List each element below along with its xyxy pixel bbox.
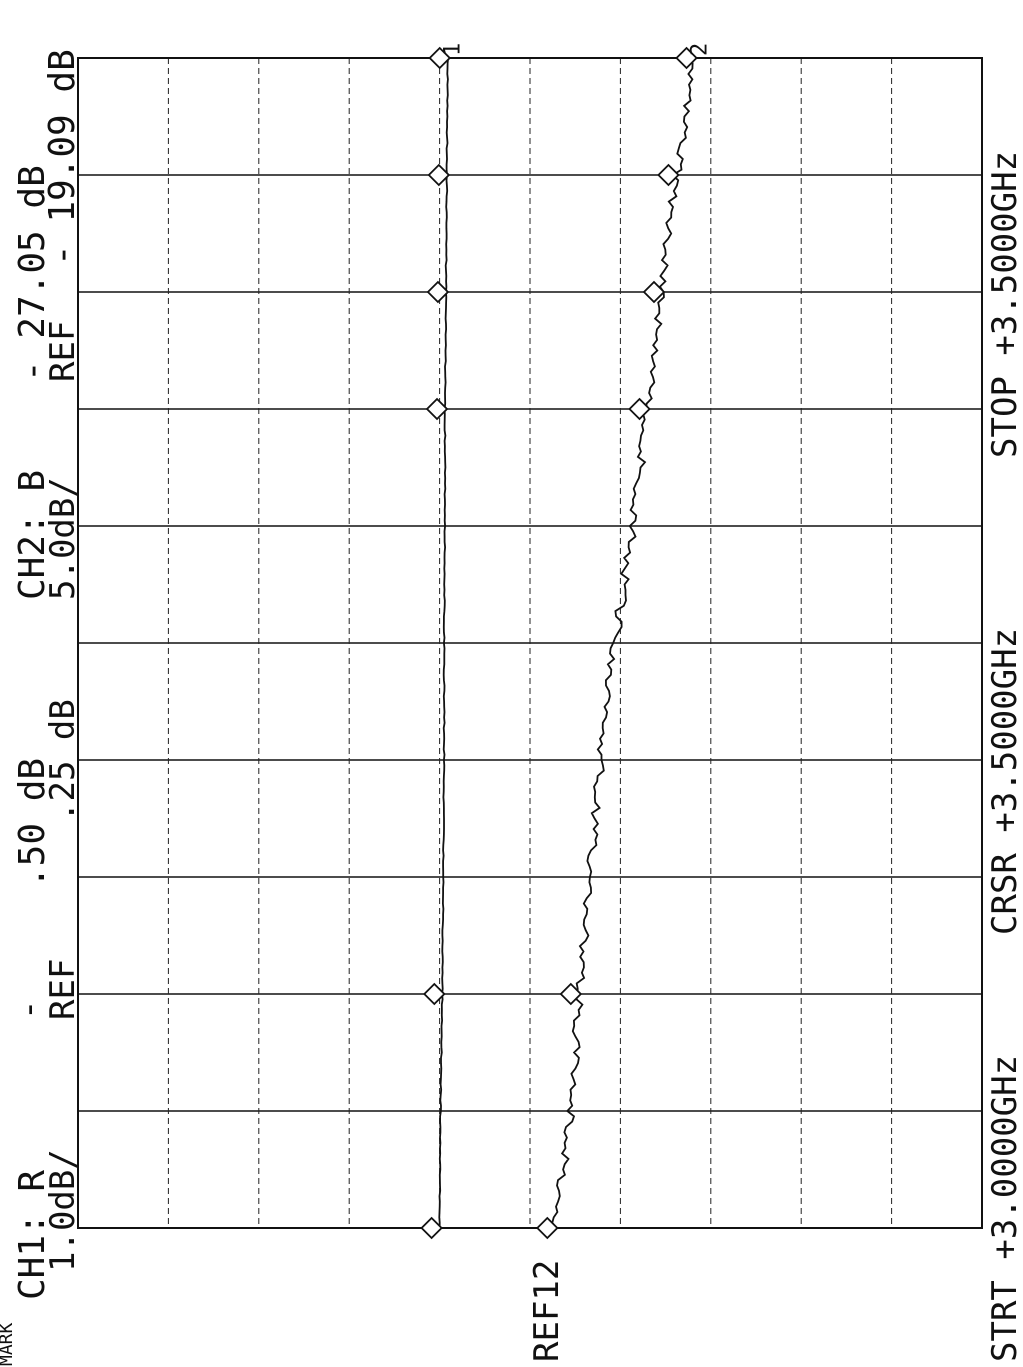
- stop-frequency: STOP +3.5000GHz: [985, 151, 1023, 458]
- marker-ch1: [428, 46, 452, 70]
- marker-ch2: [559, 982, 583, 1006]
- trace-ch1: [438, 57, 449, 1229]
- ch1-scale: 1.0dB/: [43, 1149, 83, 1272]
- plot-grid: [78, 58, 982, 1228]
- ch1-ref-value: .50 dB: [12, 758, 53, 888]
- ch2-label: CH2: B: [12, 470, 53, 600]
- marker-ch2: [675, 46, 698, 70]
- trace-layer: [438, 57, 694, 1229]
- trace-ch2: [551, 57, 694, 1229]
- ch2-ref-value: - 27.05 dB: [12, 165, 53, 382]
- cursor-frequency: CRSR +3.5000GHz: [985, 628, 1023, 935]
- ch1-label: CH1: R: [12, 1170, 53, 1300]
- trace-label-ch2: 2: [688, 43, 713, 56]
- ch2-scale: 5.0dB/: [43, 477, 83, 600]
- corner-mark: MARK: [0, 1322, 17, 1366]
- ch1-ref-label: REF: [43, 959, 83, 1020]
- marker-ch1: [425, 397, 449, 421]
- marker-ch2: [536, 1216, 559, 1240]
- ch1-marker-value: .25 dB: [43, 699, 83, 822]
- start-frequency: STRT +3.0000GHz: [985, 1055, 1023, 1362]
- marker-ch2: [628, 397, 651, 421]
- ch2-ref-label: REF: [43, 321, 83, 382]
- marker-ch2: [642, 280, 666, 304]
- marker-ch1: [423, 982, 446, 1006]
- ch2-marker-value: - 19.09 dB: [42, 49, 83, 266]
- marker-ch1: [420, 1216, 443, 1240]
- marker-ch2: [657, 163, 680, 187]
- marker-ch1: [426, 280, 450, 304]
- marker-ch1: [427, 163, 451, 187]
- ch1-dash: -: [9, 1000, 49, 1020]
- trace-label-ch1: 1: [441, 43, 466, 56]
- plot-frame: [77, 57, 983, 1229]
- ref-label: REF12: [527, 1260, 567, 1362]
